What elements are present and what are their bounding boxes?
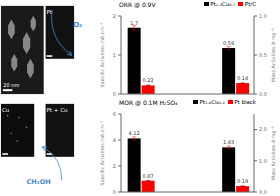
svg-text:1.7: 1.7	[130, 20, 138, 26]
svg-text:0.0: 0.0	[259, 91, 267, 97]
svg-text:1.0: 1.0	[259, 158, 267, 164]
svg-text:1.43: 1.43	[223, 139, 234, 145]
svg-text:20 nm: 20 nm	[8, 82, 19, 88]
html-text:Pt black: Pt black	[234, 99, 256, 105]
svg-text:0: 0	[113, 189, 116, 195]
svg-text:0: 0	[113, 91, 116, 97]
svg-text:1: 1	[113, 52, 116, 58]
svg-text:Mass Activities A·mg⁻¹: Mass Activities A·mg⁻¹	[271, 126, 272, 180]
html-text:MOR @ 0.1M H₂SO₄: MOR @ 0.1M H₂SO₄	[119, 98, 178, 106]
svg-text:Pt: Pt	[46, 8, 52, 15]
svg-text:2: 2	[113, 13, 116, 19]
html-text:Pt₁.₆Cu₀.₄: Pt₁.₆Cu₀.₄	[199, 99, 225, 105]
svg-text:O₂: O₂	[73, 21, 82, 29]
svg-text:0.0: 0.0	[259, 189, 267, 195]
svg-text:Pt + Cu: Pt + Cu	[47, 107, 68, 113]
svg-text:1.0: 1.0	[259, 13, 267, 19]
svg-text:4: 4	[113, 137, 116, 143]
svg-text:0.22: 0.22	[143, 77, 154, 83]
svg-text:CH₃OH: CH₃OH	[27, 178, 51, 186]
svg-text:2: 2	[113, 163, 116, 169]
svg-text:Mass Activities A·mg⁻¹: Mass Activities A·mg⁻¹	[271, 28, 272, 82]
svg-text:0.5: 0.5	[259, 52, 267, 58]
svg-text:Cu: Cu	[8, 107, 9, 113]
svg-text:2.0: 2.0	[259, 126, 267, 132]
html-text:Pt₂.₃Cu₀.₇: Pt₂.₃Cu₀.₇	[210, 1, 236, 7]
svg-text:Specific Activities mA·cm⁻²: Specific Activities mA·cm⁻²	[100, 23, 105, 88]
svg-text:0.14: 0.14	[237, 75, 248, 81]
svg-text:0.87: 0.87	[143, 173, 154, 179]
svg-text:4.12: 4.12	[129, 130, 140, 136]
svg-text:0.59: 0.59	[223, 40, 234, 46]
svg-text:0.19: 0.19	[237, 178, 248, 184]
svg-text:Specific Activities mA·cm⁻²: Specific Activities mA·cm⁻²	[100, 121, 105, 186]
svg-text:6: 6	[113, 111, 116, 117]
html-text:ORR @ 0.9V: ORR @ 0.9V	[119, 0, 156, 8]
html-text:Pt/C: Pt/C	[244, 1, 256, 7]
